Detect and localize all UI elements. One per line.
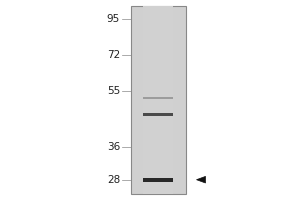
- Bar: [143, 97, 173, 99]
- Text: 55: 55: [107, 86, 120, 96]
- Text: 95: 95: [107, 14, 120, 24]
- Bar: [130, 6, 186, 194]
- Polygon shape: [196, 176, 206, 183]
- Bar: [143, 6, 173, 194]
- Text: 36: 36: [107, 142, 120, 152]
- Text: 28: 28: [107, 175, 120, 185]
- Bar: [143, 113, 173, 116]
- Bar: [143, 178, 173, 182]
- Text: 293: 293: [146, 0, 169, 3]
- Text: 72: 72: [107, 50, 120, 60]
